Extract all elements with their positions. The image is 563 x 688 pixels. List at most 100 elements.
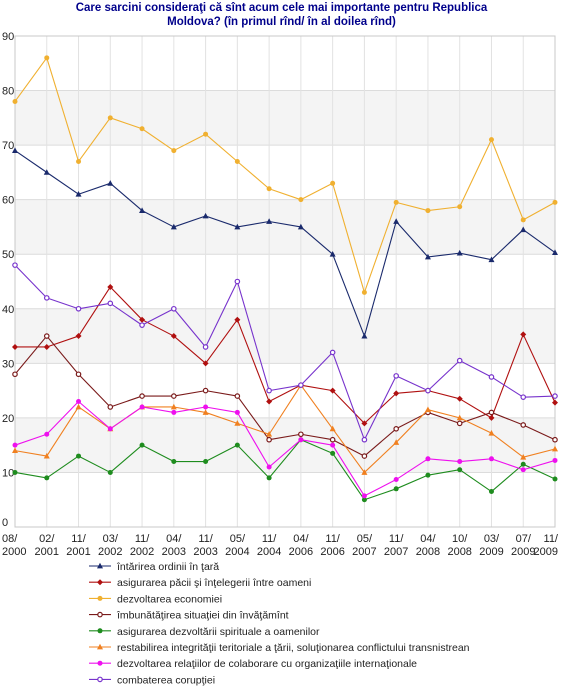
series-line [14, 439, 556, 501]
data-point [361, 332, 368, 339]
data-point [43, 333, 50, 339]
data-point [393, 425, 399, 432]
data-point [139, 126, 145, 132]
data-point [139, 442, 145, 448]
data-point [393, 477, 399, 483]
x-tick-label: 03/ [484, 533, 500, 545]
data-point [234, 316, 241, 323]
data-point [552, 199, 558, 205]
x-tick-label: 11/ [198, 533, 213, 545]
x-tick-label: 2007 [384, 546, 408, 558]
x-tick-label: 2008 [447, 546, 471, 558]
data-point [488, 256, 495, 263]
x-tick-label: 08/ [2, 533, 18, 545]
data-point [76, 399, 82, 405]
data-point [425, 208, 431, 214]
series-line [14, 264, 556, 441]
x-tick-label: 2000 [2, 546, 26, 558]
series-line [14, 57, 556, 293]
legend-marker [97, 579, 103, 586]
data-point [552, 436, 558, 443]
data-point [170, 403, 177, 410]
data-point [330, 442, 336, 448]
x-axis: 08/200002/200111/200103/200211/200204/20… [2, 533, 559, 558]
data-point [552, 445, 558, 452]
data-point [552, 399, 558, 406]
data-point [552, 249, 558, 255]
y-tick-label: 70 [2, 140, 14, 152]
data-point [520, 461, 526, 467]
x-tick-label: 10/ [452, 533, 468, 545]
y-tick-label: 30 [2, 358, 14, 370]
data-point [234, 223, 241, 230]
data-point [234, 409, 240, 415]
y-tick-label: 80 [2, 86, 14, 98]
data-point [202, 387, 209, 394]
data-point [43, 169, 50, 175]
legend-marker [97, 611, 103, 618]
data-point [75, 371, 82, 378]
data-point [329, 251, 336, 257]
data-point [520, 394, 527, 400]
y-tick-label: 0 [2, 517, 8, 529]
series-3 [12, 55, 558, 295]
legend-label: dezvoltarea economiei [117, 593, 222, 605]
data-point [488, 374, 495, 380]
data-point [488, 414, 495, 421]
x-tick-label: 02/ [39, 533, 55, 545]
data-point [202, 409, 209, 415]
data-point [393, 199, 399, 205]
data-point [139, 316, 146, 323]
legend-item: asigurarea dezvoltării spirituale a oame… [89, 626, 320, 638]
chart-title-line-2: Moldova? (în primul rînd/ în al doilea r… [167, 16, 396, 28]
data-point [76, 158, 82, 164]
legend-item: restabilirea integrităţii teritoriale a … [89, 642, 470, 654]
y-tick-label: 90 [2, 31, 14, 43]
x-tick-label: 11/ [544, 533, 559, 545]
data-point [139, 322, 145, 328]
data-point [107, 300, 114, 307]
x-tick-label: 04/ [166, 533, 182, 545]
x-tick-label: 07/ [516, 533, 532, 545]
data-point [234, 158, 240, 164]
data-point [520, 226, 527, 233]
x-tick-label: 11/ [325, 533, 340, 545]
legend-label: dezvoltarea relaţiilor de colaborare cu … [117, 658, 417, 670]
x-tick-label: 2001 [35, 546, 59, 558]
data-point [488, 409, 495, 416]
data-point [488, 137, 494, 143]
series-4 [12, 333, 558, 459]
y-tick-label: 60 [2, 195, 14, 207]
data-point [44, 55, 50, 61]
data-point [393, 486, 399, 492]
x-tick-label: 2009 [479, 546, 503, 558]
data-point [330, 180, 336, 186]
x-tick-label: 03/ [103, 533, 119, 545]
x-tick-label: 2002 [130, 546, 154, 558]
series-1 [12, 147, 558, 339]
legend-label: îmbunătăţirea situaţiei din învăţămînt [116, 610, 289, 622]
legend-item: întărirea ordinii în ţară [89, 561, 219, 573]
data-point [139, 404, 145, 410]
data-point [202, 360, 209, 367]
x-tick-label: 2002 [98, 546, 122, 558]
data-point [393, 373, 399, 379]
data-point [361, 436, 368, 443]
data-point [107, 426, 113, 432]
data-point [456, 414, 463, 421]
data-point [552, 457, 558, 463]
series-line [14, 400, 556, 497]
data-point [12, 371, 18, 378]
data-point [329, 425, 336, 432]
data-point [552, 476, 558, 482]
legend-item: dezvoltarea economiei [89, 593, 222, 605]
data-point [43, 452, 50, 459]
y-tick-label: 50 [2, 249, 14, 261]
y-tick-label: 40 [2, 304, 14, 316]
data-point [170, 223, 177, 230]
data-point [107, 283, 114, 290]
x-tick-label: 05/ [230, 533, 246, 545]
data-point [520, 331, 527, 338]
legend-label: combaterea corupţiei [117, 674, 215, 686]
